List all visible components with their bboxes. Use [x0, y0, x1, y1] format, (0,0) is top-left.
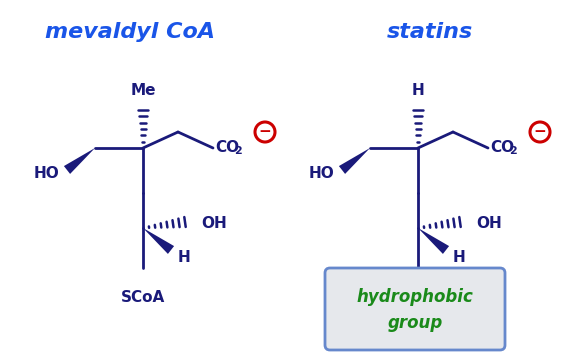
- Text: OH: OH: [476, 216, 502, 231]
- Polygon shape: [143, 228, 174, 254]
- Text: 2: 2: [509, 146, 517, 156]
- Text: HO: HO: [33, 166, 59, 180]
- Text: −: −: [534, 125, 546, 139]
- Text: SCoA: SCoA: [121, 290, 165, 305]
- Text: H: H: [453, 251, 466, 266]
- Text: CO: CO: [215, 140, 239, 156]
- Polygon shape: [418, 228, 449, 254]
- Text: −: −: [259, 125, 271, 139]
- Text: OH: OH: [201, 216, 227, 231]
- FancyBboxPatch shape: [325, 268, 505, 350]
- Text: hydrophobic: hydrophobic: [357, 288, 473, 306]
- Text: statins: statins: [387, 22, 473, 42]
- Text: CO: CO: [490, 140, 514, 156]
- Text: H: H: [178, 251, 191, 266]
- Text: group: group: [387, 314, 443, 332]
- Text: mevaldyl CoA: mevaldyl CoA: [45, 22, 215, 42]
- Text: Me: Me: [130, 83, 156, 98]
- Polygon shape: [64, 148, 95, 174]
- Text: H: H: [412, 83, 425, 98]
- Polygon shape: [339, 148, 370, 174]
- Text: 2: 2: [234, 146, 242, 156]
- Text: HO: HO: [308, 166, 334, 180]
